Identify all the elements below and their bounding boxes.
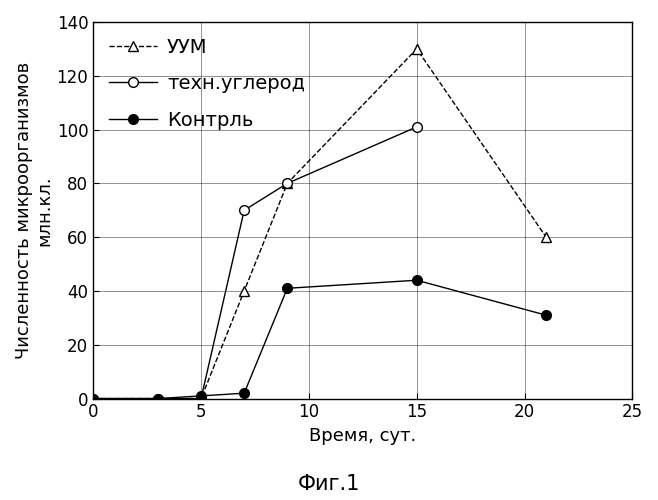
техн.углерод <box>197 396 205 402</box>
техн.углерод <box>284 180 291 186</box>
УУМ <box>284 180 291 186</box>
Контрль <box>197 393 205 399</box>
Line: Контрль: Контрль <box>88 276 551 404</box>
УУМ <box>542 234 550 240</box>
УУМ <box>413 46 420 52</box>
УУМ <box>240 288 248 294</box>
Legend: УУМ, техн.углерод, Контрль: УУМ, техн.углерод, Контрль <box>103 32 311 136</box>
УУМ <box>197 396 205 402</box>
Line: УУМ: УУМ <box>88 44 551 404</box>
УУМ <box>154 396 162 402</box>
Контрль <box>284 286 291 292</box>
техн.углерод <box>240 208 248 214</box>
Контрль <box>89 396 97 402</box>
техн.углерод <box>89 396 97 402</box>
Контрль <box>154 396 162 402</box>
Y-axis label: Численность микроорганизмов
млн.кл.: Численность микроорганизмов млн.кл. <box>15 62 54 359</box>
техн.углерод <box>154 396 162 402</box>
Line: техн.углерод: техн.углерод <box>88 122 422 404</box>
Контрль <box>542 312 550 318</box>
УУМ <box>89 396 97 402</box>
Контрль <box>413 277 420 283</box>
Контрль <box>240 390 248 396</box>
техн.углерод <box>413 124 420 130</box>
Text: Фиг.1: Фиг.1 <box>298 474 360 494</box>
X-axis label: Время, сут.: Время, сут. <box>309 427 417 445</box>
